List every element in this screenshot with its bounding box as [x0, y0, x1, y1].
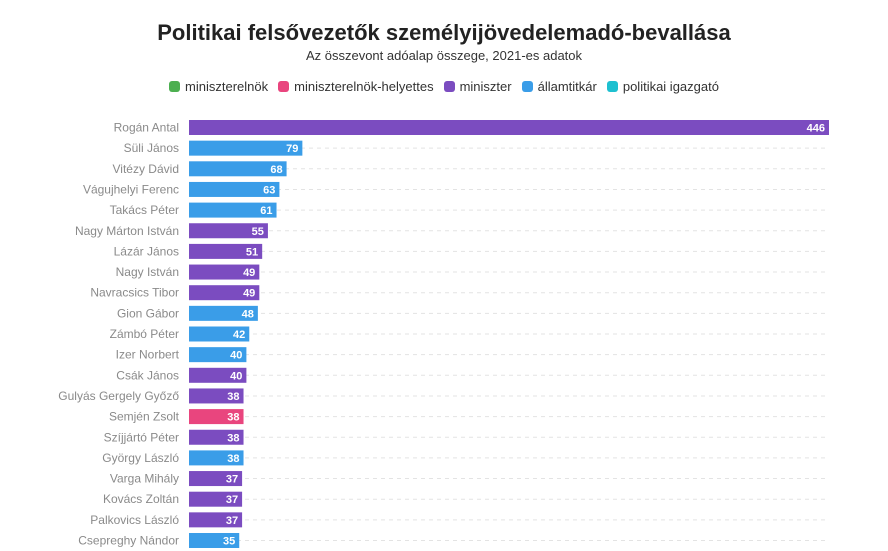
category-label: Varga Mihály [110, 472, 179, 486]
bar[interactable] [189, 181, 280, 197]
category-label: Vitézy Dávid [113, 162, 179, 176]
value-label: 51 [246, 246, 258, 258]
bar[interactable] [189, 347, 247, 363]
value-label: 48 [242, 308, 254, 320]
bar[interactable] [189, 120, 829, 135]
value-label: 38 [227, 412, 239, 424]
bar[interactable] [189, 471, 243, 487]
category-label: Navracsics Tibor [90, 286, 179, 300]
value-label: 446 [807, 123, 825, 135]
bar[interactable] [189, 326, 250, 342]
category-label: Kovács Zoltán [103, 492, 179, 506]
bar[interactable] [189, 285, 260, 301]
legend-label: miniszterelnök [185, 79, 269, 94]
chart-title: Politikai felsővezetők személyijövedelem… [157, 20, 731, 45]
bar[interactable] [189, 429, 244, 445]
chart-legend: miniszterelnök miniszterelnök-helyettes mi… [0, 79, 888, 94]
legend-label: miniszter [459, 79, 512, 94]
category-label: Nagy Márton István [75, 224, 179, 238]
bar[interactable] [189, 512, 243, 528]
value-label: 37 [226, 515, 238, 527]
category-label: Zámbó Péter [110, 327, 179, 341]
legend-item[interactable]: politikai igazgató [606, 79, 719, 94]
legend-label: államtitkár [537, 79, 597, 94]
legend-item[interactable]: államtitkár [521, 79, 597, 94]
category-label: Gion Gábor [117, 306, 179, 320]
legend-swatch [521, 81, 533, 92]
value-label: 40 [230, 370, 242, 382]
value-label: 40 [230, 350, 242, 362]
legend-swatch [606, 81, 618, 92]
bar[interactable] [189, 409, 244, 425]
legend-swatch [278, 81, 290, 92]
category-label: Takács Péter [110, 203, 179, 217]
value-label: 68 [270, 164, 282, 176]
category-label: György László [102, 451, 179, 465]
legend-label: politikai igazgató [622, 79, 719, 94]
category-label: Nagy István [116, 265, 179, 279]
bar[interactable] [189, 264, 260, 280]
value-label: 38 [227, 391, 239, 403]
category-label: Palkovics László [90, 513, 179, 527]
value-label: 49 [243, 288, 255, 300]
bar[interactable] [189, 305, 258, 321]
category-label: Gulyás Gergely Győző [58, 389, 179, 403]
legend-swatch [443, 81, 455, 92]
chart-subtitle: Az összevont adóalap összege, 2021-es ad… [305, 48, 583, 63]
category-label: Rogán Antal [114, 121, 179, 135]
value-label: 37 [226, 494, 238, 506]
bar[interactable] [189, 161, 287, 177]
legend-label: miniszterelnök-helyettes [294, 79, 434, 94]
category-label: Csák János [116, 368, 179, 382]
bar[interactable] [189, 367, 247, 383]
bar[interactable] [189, 533, 240, 548]
value-label: 38 [227, 432, 239, 444]
bar[interactable] [189, 223, 268, 239]
value-label: 37 [226, 474, 238, 486]
bar[interactable] [189, 140, 303, 156]
bar[interactable] [189, 450, 244, 466]
legend-swatch [169, 81, 181, 92]
value-label: 63 [263, 184, 275, 196]
value-label: 49 [243, 267, 255, 279]
bar[interactable] [189, 243, 263, 259]
category-label: Semjén Zsolt [109, 410, 180, 424]
value-label: 79 [286, 143, 298, 155]
legend-item[interactable]: miniszter [443, 79, 512, 94]
value-label: 55 [252, 226, 264, 238]
value-label: 61 [260, 205, 272, 217]
value-label: 38 [227, 453, 239, 465]
value-label: 42 [233, 329, 245, 341]
bar[interactable] [189, 388, 244, 404]
legend-item[interactable]: miniszterelnök-helyettes [278, 79, 434, 94]
legend-item[interactable]: miniszterelnök [169, 79, 268, 94]
category-label: Izer Norbert [116, 348, 180, 362]
category-label: Süli János [124, 141, 179, 155]
value-label: 35 [223, 536, 235, 548]
category-label: Vágujhelyi Ferenc [83, 182, 179, 196]
category-label: Lázár János [114, 244, 179, 258]
bar[interactable] [189, 491, 243, 507]
category-label: Szíjjártó Péter [104, 430, 179, 444]
category-label: Csepreghy Nándor [78, 534, 179, 548]
bar[interactable] [189, 202, 277, 218]
